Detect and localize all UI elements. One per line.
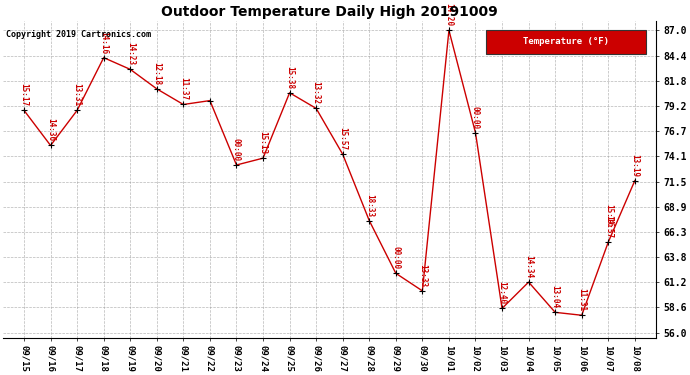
FancyBboxPatch shape — [486, 30, 647, 54]
Text: 14:57: 14:57 — [604, 215, 613, 238]
Text: Copyright 2019 Cartronics.com: Copyright 2019 Cartronics.com — [6, 30, 151, 39]
Text: 18:33: 18:33 — [365, 194, 374, 217]
Text: 13:31: 13:31 — [72, 83, 81, 106]
Text: 15:57: 15:57 — [338, 127, 347, 150]
Text: 12:40: 12:40 — [497, 281, 506, 304]
Title: Outdoor Temperature Daily High 20191009: Outdoor Temperature Daily High 20191009 — [161, 5, 497, 20]
Text: 14:34: 14:34 — [524, 255, 533, 278]
Text: 15:16: 15:16 — [604, 204, 613, 228]
Text: 13:04: 13:04 — [551, 285, 560, 308]
Text: 00:00: 00:00 — [391, 246, 400, 269]
Text: 13:33: 13:33 — [418, 264, 427, 287]
Text: Temperature (°F): Temperature (°F) — [523, 38, 609, 46]
Text: 14:20: 14:20 — [444, 3, 453, 26]
Text: 12:18: 12:18 — [152, 62, 161, 85]
Text: 14:16: 14:16 — [99, 31, 108, 54]
Text: 13:32: 13:32 — [312, 81, 321, 105]
Text: 13:19: 13:19 — [631, 154, 640, 177]
Text: 14:23: 14:23 — [126, 42, 135, 66]
Text: 11:37: 11:37 — [179, 78, 188, 101]
Text: 00:00: 00:00 — [471, 106, 480, 129]
Text: 11:31: 11:31 — [578, 288, 586, 311]
Text: 00:00: 00:00 — [232, 138, 241, 161]
Text: 15:38: 15:38 — [285, 66, 294, 89]
Text: 15:17: 15:17 — [19, 83, 28, 106]
Text: 14:36: 14:36 — [46, 118, 55, 142]
Text: 15:13: 15:13 — [259, 131, 268, 154]
